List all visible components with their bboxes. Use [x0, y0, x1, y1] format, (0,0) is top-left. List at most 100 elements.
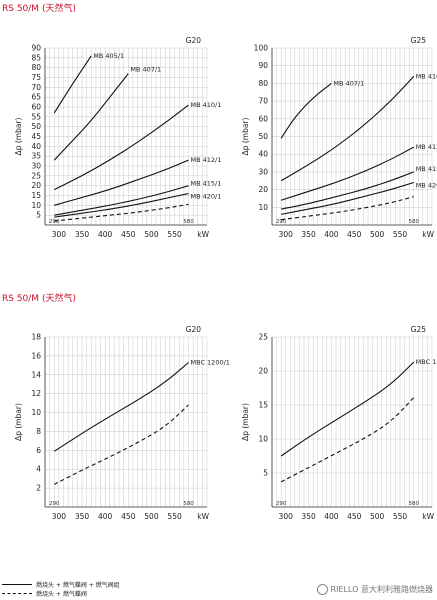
wechat-logo-icon [316, 584, 328, 595]
x-tick-label: 550 [393, 230, 408, 239]
y-tick-label: 45 [31, 132, 41, 141]
legend-solid: 燃烧头 + 燃气蝶阀 + 燃气阀组 [2, 580, 120, 589]
y-tick-label: 20 [31, 181, 41, 190]
range-min-label: 290 [276, 501, 287, 507]
grid [271, 336, 433, 508]
y-tick-label: 80 [258, 79, 268, 88]
series-label: MB 407/1 [333, 79, 364, 87]
series-line [280, 361, 415, 457]
series-label: MBC 1200/1 [190, 359, 229, 367]
y-axis-label: Δp (mbar) [241, 403, 250, 441]
x-tick-label: 550 [167, 230, 182, 239]
y-tick-label: 60 [31, 103, 41, 112]
y-tick-label: 70 [31, 83, 41, 92]
y-tick-label: 4 [36, 465, 41, 474]
x-tick-label: 300 [279, 512, 294, 521]
y-tick-label: 5 [36, 211, 41, 220]
y-tick-label: 50 [31, 122, 41, 131]
y-tick-label: 35 [31, 152, 41, 161]
chart-rs50-g20-mbc: 2 4 6 8 10 12 14 16 18 300 350 400 450 500 550 kW Δp (mb… [14, 325, 230, 521]
y-tick-label: 55 [31, 112, 41, 121]
chart-rs50-g25-mb: 10 20 30 40 50 60 70 80 90 100 300 350 400 450 500 550 k… [241, 36, 437, 239]
range-max-label: 580 [183, 501, 194, 507]
y-tick-label: 40 [31, 142, 41, 151]
x-tick-label: 300 [279, 230, 294, 239]
section-title-bottom: RS 50/M (天然气) [2, 294, 76, 304]
series-label: MB 415/1 [190, 180, 221, 188]
series-label: MB 407/1 [130, 66, 161, 74]
series-line [53, 73, 129, 161]
range-min-label: 290 [49, 501, 60, 507]
series-label: MB 412/1 [416, 143, 437, 151]
gas-type-label: G20 [186, 325, 202, 334]
y-tick-label: 10 [258, 435, 268, 444]
x-tick-label: 350 [301, 512, 316, 521]
legend-dashed-label: 燃烧头 + 燃气蝶阀 [36, 591, 87, 598]
legend-dashed-swatch [2, 593, 32, 594]
x-tick-label: 300 [52, 230, 67, 239]
series-label: MB 410/1 [416, 72, 437, 80]
x-tick-label: 450 [347, 230, 362, 239]
y-tick-label: 16 [31, 351, 41, 360]
x-tick-label: 450 [347, 512, 362, 521]
y-tick-label: 15 [31, 191, 41, 200]
y-tick-label: 90 [258, 61, 268, 70]
range-max-label: 580 [183, 219, 194, 225]
series-label: MB 412/1 [190, 156, 221, 164]
range-max-label: 580 [408, 219, 419, 225]
legend-solid-swatch [2, 584, 32, 585]
y-tick-label: 65 [31, 93, 41, 102]
x-tick-label: 550 [167, 512, 182, 521]
series-label: MB 415/1 [416, 165, 437, 173]
series-line [280, 82, 332, 139]
x-tick-label: 350 [75, 230, 90, 239]
y-tick-label: 100 [254, 44, 269, 53]
y-tick-label: 30 [31, 162, 41, 171]
series-label: MBC 1200/1 [416, 358, 437, 366]
x-axis-unit: kW [197, 230, 209, 239]
y-axis-label: Δp (mbar) [14, 117, 23, 155]
y-tick-label: 30 [258, 167, 268, 176]
series-line [281, 171, 414, 210]
x-tick-label: 500 [144, 512, 159, 521]
grid [44, 336, 208, 508]
gas-type-label: G25 [411, 36, 427, 45]
grid [44, 47, 208, 226]
x-tick-label: 300 [52, 512, 67, 521]
y-tick-label: 14 [31, 370, 41, 379]
y-tick-label: 80 [31, 63, 41, 72]
y-tick-label: 75 [31, 73, 41, 82]
x-tick-label: 500 [370, 230, 385, 239]
series-line [281, 181, 414, 215]
y-tick-label: 12 [31, 389, 41, 398]
series-line-dashed [280, 397, 415, 483]
range-min-label: 290 [49, 219, 60, 225]
section-title-top: RS 50/M (天然气) [2, 4, 76, 14]
range-max-label: 580 [408, 501, 419, 507]
x-tick-label: 550 [393, 512, 408, 521]
x-tick-label: 450 [121, 230, 136, 239]
range-min-label: 290 [276, 219, 287, 225]
x-tick-label: 400 [324, 512, 339, 521]
x-tick-label: 500 [370, 512, 385, 521]
y-tick-label: 10 [258, 203, 268, 212]
legend-solid-label: 燃烧头 + 燃气蝶阀 + 燃气阀组 [36, 582, 120, 589]
series-line [54, 104, 189, 191]
watermark-text: RIELLO 意大利利雅路燃烧器 [330, 585, 433, 594]
y-axis-label: Δp (mbar) [14, 403, 23, 441]
series-label: MB 405/1 [93, 52, 124, 60]
series-line-dashed [54, 203, 189, 222]
series-line [54, 159, 189, 206]
series-line-dashed [281, 196, 414, 221]
series-label: MB 420/1 [416, 182, 437, 190]
y-tick-label: 18 [31, 333, 41, 342]
x-axis-unit: kW [197, 512, 209, 521]
y-tick-label: 25 [31, 171, 41, 180]
y-tick-label: 85 [31, 53, 41, 62]
chart-rs50-g25-mbc: 5 10 15 20 25 300 350 400 450 500 550 kW Δp (mbar) G2… [241, 325, 437, 521]
y-tick-label: 20 [258, 185, 268, 194]
y-tick-label: 10 [31, 201, 41, 210]
y-tick-label: 2 [36, 484, 41, 493]
watermark: RIELLO 意大利利雅路燃烧器 [316, 584, 433, 595]
